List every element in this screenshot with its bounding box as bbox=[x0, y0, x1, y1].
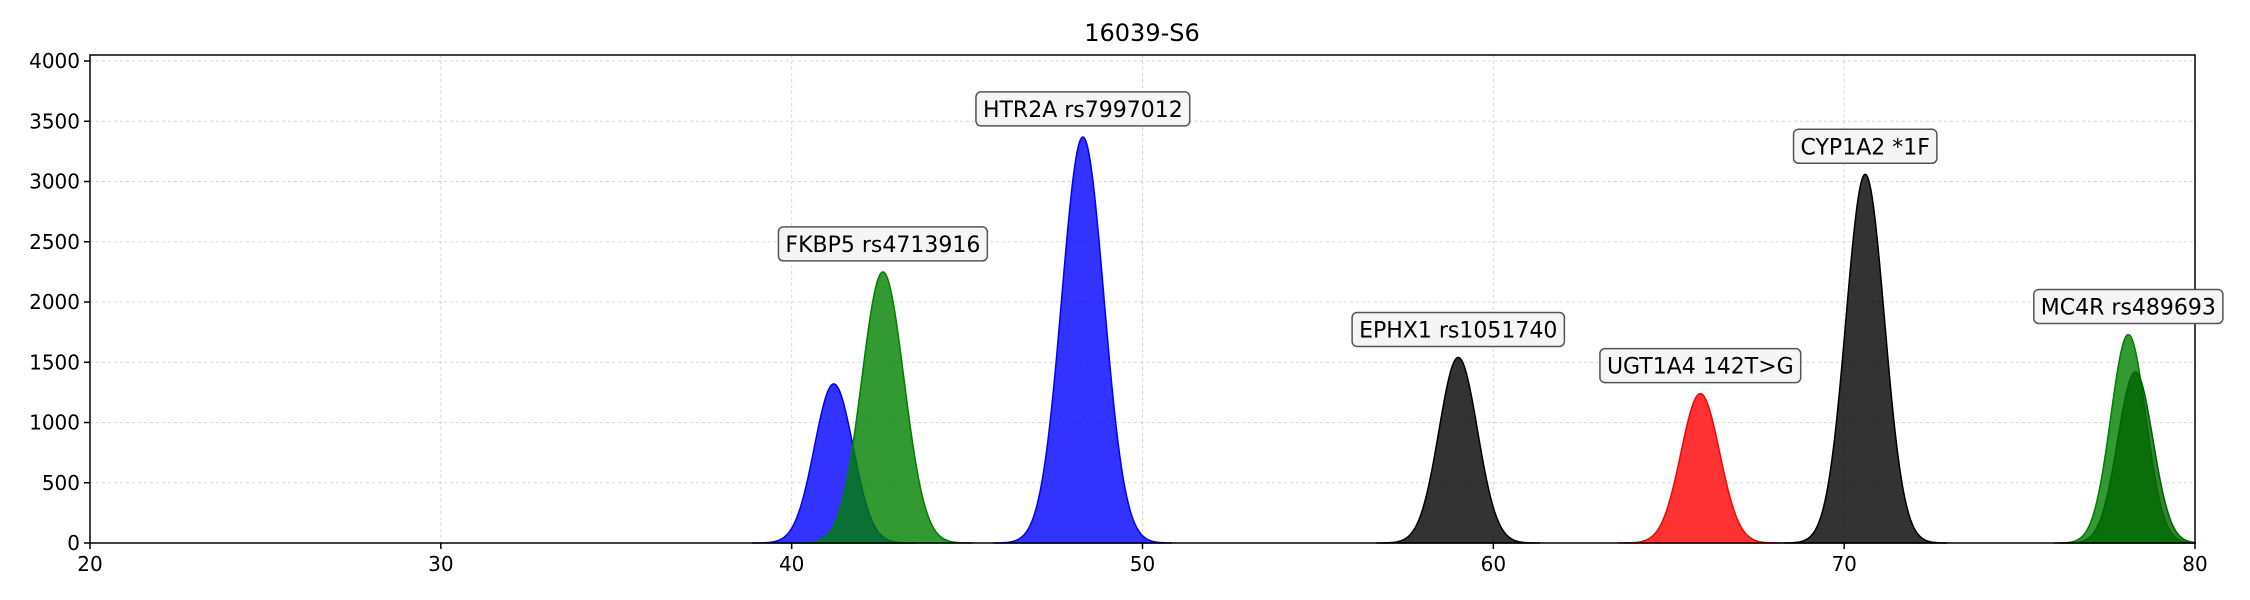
y-tick-label: 3000 bbox=[29, 170, 80, 194]
peak-label-box bbox=[975, 91, 1191, 127]
x-tick-label: 40 bbox=[779, 552, 804, 576]
y-tick-label: 2500 bbox=[29, 230, 80, 254]
y-tick-label: 2000 bbox=[29, 290, 80, 314]
peak-area bbox=[1783, 173, 1948, 544]
y-axis: 0 500 1000 1500 2000 2500 3000 3500 4000 bbox=[29, 49, 90, 555]
peak-label: EPHX1 rs1051740 bbox=[1351, 311, 1566, 348]
peaks bbox=[751, 136, 2196, 544]
peak-label-box bbox=[1792, 128, 1938, 165]
peak-label-text: MC4R rs489693 bbox=[2041, 296, 2216, 321]
peak-label-box bbox=[777, 226, 989, 262]
peak-label: HTR2A rs7997012 bbox=[975, 91, 1191, 127]
x-tick-label: 80 bbox=[2182, 552, 2207, 576]
peak-label-box bbox=[1351, 311, 1566, 348]
peak-area bbox=[1376, 356, 1541, 544]
peak-label: CYP1A2 *1F bbox=[1792, 128, 1938, 165]
peak-label: MC4R rs489693 bbox=[2033, 288, 2224, 325]
y-tick-label: 0 bbox=[67, 531, 80, 555]
peak-label-box bbox=[2033, 288, 2224, 325]
x-tick-label: 30 bbox=[428, 552, 453, 576]
x-tick-label: 20 bbox=[77, 552, 102, 576]
x-tick-label: 50 bbox=[1130, 552, 1155, 576]
peak-label-text: CYP1A2 *1F bbox=[1801, 135, 1930, 160]
peak-label-text: FKBP5 rs4713916 bbox=[785, 233, 980, 258]
y-tick-label: 1000 bbox=[29, 411, 80, 435]
y-tick-label: 3500 bbox=[29, 109, 80, 133]
peak-annotations: FKBP5 rs4713916 HTR2A rs7997012 EPHX1 rs10… bbox=[777, 91, 2224, 384]
y-tick-label: 1500 bbox=[29, 350, 80, 374]
peak-area bbox=[1618, 392, 1783, 544]
peak-label-text: EPHX1 rs1051740 bbox=[1359, 318, 1557, 343]
peak-label: UGT1A4 142T>G bbox=[1599, 347, 1802, 384]
peak-area bbox=[2060, 371, 2196, 544]
y-tick-label: 4000 bbox=[29, 49, 80, 73]
peak-label-text: UGT1A4 142T>G bbox=[1607, 355, 1794, 380]
x-tick-label: 70 bbox=[1831, 552, 1856, 576]
x-axis: 20 30 40 50 60 70 80 bbox=[77, 543, 2208, 576]
peak-label: FKBP5 rs4713916 bbox=[777, 226, 989, 262]
peak-area bbox=[793, 271, 973, 544]
peak-label-box bbox=[1599, 347, 1802, 384]
x-tick-label: 60 bbox=[1481, 552, 1506, 576]
peak-label-text: HTR2A rs7997012 bbox=[983, 98, 1183, 123]
chart-title: 16039-S6 bbox=[1084, 19, 1200, 47]
grid bbox=[90, 55, 2195, 543]
peak-area bbox=[993, 136, 1173, 544]
y-tick-label: 500 bbox=[42, 471, 80, 495]
